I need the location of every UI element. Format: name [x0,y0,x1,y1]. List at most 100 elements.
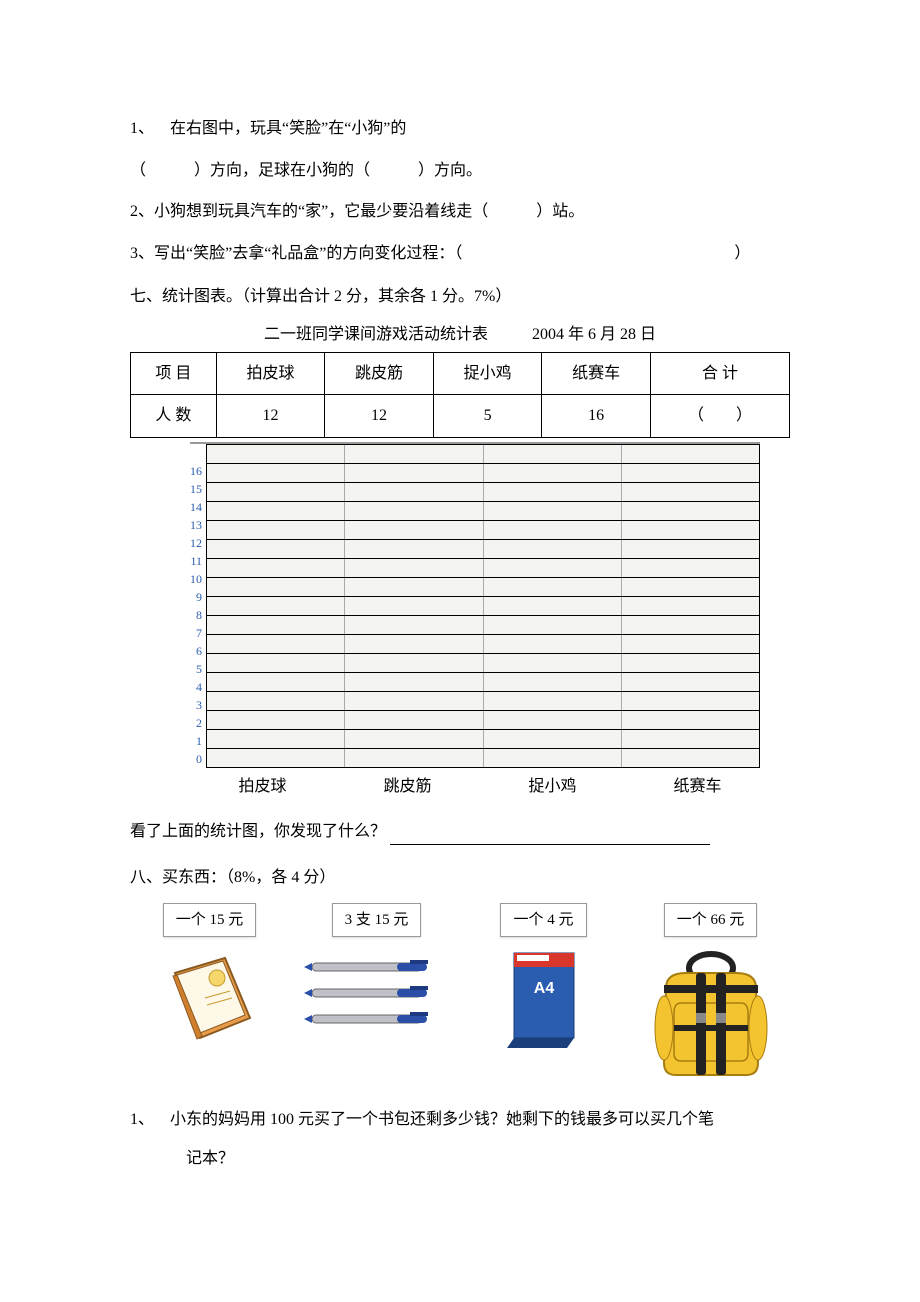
table-data-row: 人 数 12 12 5 16 （ ） [131,395,790,438]
header-label: 项 目 [131,352,217,395]
yaxis-tick: 2 [190,714,202,732]
col-header: 合 计 [650,352,789,395]
chart-grid-cell [207,502,345,520]
yaxis-tick: 16 [190,462,202,480]
chart-grid-cell [207,578,345,596]
chart-grid-cell [622,483,759,501]
xaxis-label: 拍皮球 [190,774,335,800]
cell-value: 16 [542,395,651,438]
chart-grid-cell [484,445,622,463]
question-1-line1: 1、 在右图中，玩具“笑脸”在“小狗”的 [130,116,790,142]
stat-table: 项 目 拍皮球 跳皮筋 捉小鸡 纸赛车 合 计 人 数 12 12 5 16 （… [130,352,790,438]
chart-grid-cell [345,502,483,520]
yaxis-tick: 7 [190,624,202,642]
chart-grid-cell [207,559,345,577]
chart-grid-cell [484,749,622,767]
chart-grid-cell [622,464,759,482]
book-icon [155,943,265,1053]
section8-q1-line1: 1、 小东的妈妈用 100 元买了一个书包还剩多少钱？她剩下的钱最多可以买几个笔 [130,1107,790,1133]
question-3: 3、写出“笑脸”去拿“礼品盒”的方向变化过程：（ ） [130,241,790,267]
row-label: 人 数 [131,395,217,438]
chart-xaxis-labels: 拍皮球 跳皮筋 捉小鸡 纸赛车 [190,774,770,800]
yaxis-tick: 4 [190,678,202,696]
chart-grid-row [207,559,759,578]
table-title: 二一班同学课间游戏活动统计表 [264,326,488,343]
yaxis-tick: 9 [190,588,202,606]
cell-value: 5 [433,395,542,438]
chart-grid-cell [207,445,345,463]
chart-grid-cell [345,597,483,615]
chart-grid-row [207,445,759,464]
chart-grid-cell [345,654,483,672]
cell-value: （ ） [650,395,789,438]
chart-grid-row [207,749,759,767]
chart-grid-cell [345,521,483,539]
chart-grid-cell [484,673,622,691]
chart-grid-cell [484,521,622,539]
items-row: 一个 15 元 3 支 15 元 [130,903,790,1083]
answer-blank-line[interactable] [390,844,710,845]
chart-grid-cell [622,749,759,767]
chart-grid-row [207,730,759,749]
svg-text:A4: A4 [533,980,554,997]
chart-grid-row [207,483,759,502]
price-label-notepad: 一个 4 元 [500,903,586,937]
chart-grid-row [207,654,759,673]
chart-grid-row [207,597,759,616]
yaxis-tick: 6 [190,642,202,660]
yaxis-tick: 1 [190,732,202,750]
chart-grid-cell [345,730,483,748]
item-backpack: 一个 66 元 [631,903,790,1083]
section-8-heading: 八、买东西：（8%，各 4 分） [130,865,790,891]
chart-grid-cell [207,711,345,729]
chart-grid-row [207,616,759,635]
chart-grid-row [207,521,759,540]
chart-grid-cell [484,616,622,634]
xaxis-label: 纸赛车 [625,774,770,800]
chart-grid-cell [622,654,759,672]
chart-grid-cell [207,673,345,691]
chart-grid-cell [345,616,483,634]
chart-grid-cell [207,749,345,767]
chart-grid-cell [622,616,759,634]
chart-grid-cell [622,711,759,729]
chart-grid-cell [484,654,622,672]
chart-grid-cell [207,540,345,558]
question-2: 2、小狗想到玩具汽车的“家”，它最少要沿着线走（ ）站。 [130,199,790,225]
yaxis-tick: 15 [190,480,202,498]
chart-grid-cell [345,673,483,691]
chart-grid-cell [622,692,759,710]
col-header: 纸赛车 [542,352,651,395]
chart-grid-cell [207,464,345,482]
chart-grid-cell [345,445,483,463]
chart-grid-row [207,464,759,483]
item-book: 一个 15 元 [130,903,289,1053]
chart-grid-cell [484,483,622,501]
chart-grid-cell [622,635,759,653]
yaxis-tick: 0 [190,750,202,768]
table-header-row: 项 目 拍皮球 跳皮筋 捉小鸡 纸赛车 合 计 [131,352,790,395]
col-header: 拍皮球 [216,352,325,395]
chart-yaxis: 012345678910111213141516 [190,462,206,768]
chart-grid-cell [484,559,622,577]
chart-grid-cell [622,502,759,520]
item-notepad: 一个 4 元 A4 [464,903,623,1053]
chart-grid-cell [484,502,622,520]
chart-grid-cell [622,540,759,558]
chart-grid-cell [207,616,345,634]
xaxis-label: 捉小鸡 [480,774,625,800]
chart-grid-cell [622,673,759,691]
chart-grid [206,444,760,768]
table-date: 2004 年 6 月 28 日 [532,326,656,343]
item-pens: 3 支 15 元 [297,903,456,1043]
yaxis-tick: 12 [190,534,202,552]
section8-q1-line2: 记本？ [130,1146,790,1172]
chart-grid-cell [345,635,483,653]
chart-grid-row [207,540,759,559]
xaxis-label: 跳皮筋 [335,774,480,800]
chart-grid-cell [484,464,622,482]
chart-grid-cell [207,654,345,672]
cell-value: 12 [325,395,434,438]
table-caption: 二一班同学课间游戏活动统计表 2004 年 6 月 28 日 [130,322,790,348]
chart-grid-cell [345,711,483,729]
